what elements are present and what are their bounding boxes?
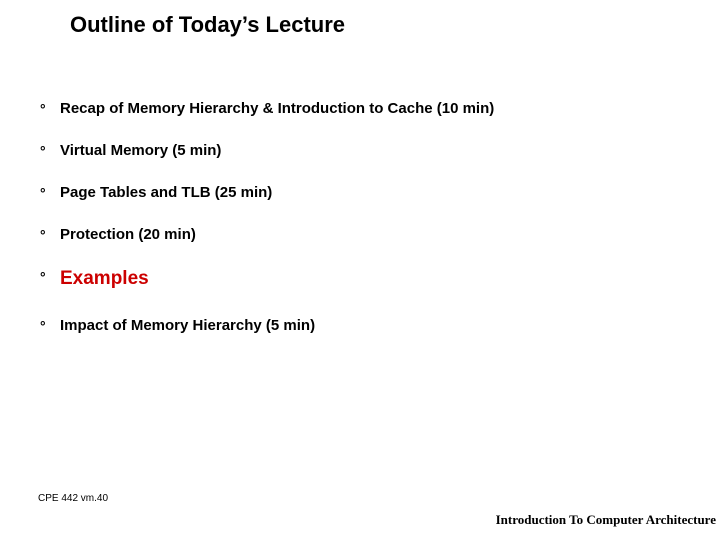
footer-left: CPE 442 vm.40	[38, 493, 108, 504]
bullet-icon: °	[40, 142, 60, 160]
list-item-label: Virtual Memory (5 min)	[60, 142, 221, 160]
footer-right: Introduction To Computer Architecture	[496, 512, 716, 528]
outline-list: ° Recap of Memory Hierarchy & Introducti…	[40, 100, 680, 359]
list-item: ° Examples	[40, 268, 680, 291]
list-item-label: Examples	[60, 268, 149, 291]
bullet-icon: °	[40, 184, 60, 202]
list-item: ° Virtual Memory (5 min)	[40, 142, 680, 160]
list-item: ° Recap of Memory Hierarchy & Introducti…	[40, 100, 680, 118]
list-item: ° Protection (20 min)	[40, 226, 680, 244]
list-item: ° Impact of Memory Hierarchy (5 min)	[40, 317, 680, 335]
list-item-label: Recap of Memory Hierarchy & Introduction…	[60, 100, 494, 118]
list-item-label: Impact of Memory Hierarchy (5 min)	[60, 317, 315, 335]
list-item-label: Protection (20 min)	[60, 226, 196, 244]
bullet-icon: °	[40, 268, 60, 286]
bullet-icon: °	[40, 317, 60, 335]
list-item-label: Page Tables and TLB (25 min)	[60, 184, 272, 202]
slide-title: Outline of Today’s Lecture	[70, 12, 345, 38]
bullet-icon: °	[40, 100, 60, 118]
list-item: ° Page Tables and TLB (25 min)	[40, 184, 680, 202]
bullet-icon: °	[40, 226, 60, 244]
